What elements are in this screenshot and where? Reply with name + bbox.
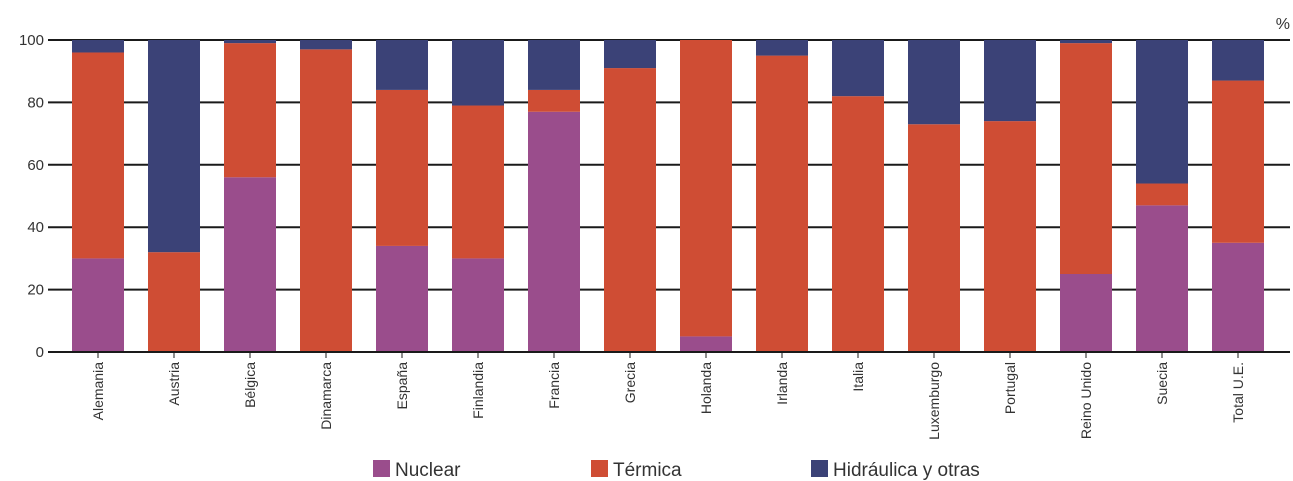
bar-segment — [528, 89, 580, 112]
bar-segment — [452, 105, 504, 259]
bar-segment — [1136, 205, 1188, 352]
x-tick-label: Suecia — [1154, 362, 1170, 405]
bar-segment — [300, 49, 352, 353]
y-tick-label: 20 — [27, 282, 44, 299]
bar-segment — [1212, 242, 1264, 352]
bar-segment — [376, 89, 428, 246]
legend-swatch — [811, 460, 828, 477]
x-tick-label: Italia — [850, 362, 866, 392]
bar-segment — [300, 40, 352, 50]
bar-segment — [604, 68, 656, 352]
legend-label: Hidráulica y otras — [833, 460, 980, 481]
bar-segment — [908, 124, 960, 353]
legend-swatch — [373, 460, 390, 477]
x-tick-label: España — [394, 362, 410, 410]
y-tick-label: 60 — [27, 157, 44, 174]
legend-item: Nuclear — [373, 460, 461, 481]
legend-item: Hidráulica y otras — [811, 460, 980, 481]
bar-segment — [1136, 40, 1188, 184]
bar-segment — [528, 40, 580, 90]
legend-label: Nuclear — [395, 460, 461, 481]
x-tick-label: Grecia — [622, 362, 638, 403]
bar-segment — [224, 43, 276, 178]
bar-segment — [148, 40, 200, 253]
bar-segment — [376, 40, 428, 90]
y-tick-label: 0 — [36, 344, 44, 361]
bar-segment — [1060, 40, 1112, 44]
bar-segment — [984, 121, 1036, 353]
y-tick-label: 80 — [27, 94, 44, 111]
x-tick-label: Reino Unido — [1078, 362, 1094, 439]
axes: 0 20 40 60 80 100 Alemania Austria Bélgica Dinama… — [19, 32, 1290, 440]
x-tick-label: Dinamarca — [318, 362, 334, 430]
x-tick-label: Irlanda — [774, 362, 790, 405]
x-tick-label: Francia — [546, 362, 562, 409]
x-tick-label: Alemania — [90, 362, 106, 421]
bar-segment — [72, 52, 124, 259]
x-tick-label: Total U.E. — [1230, 362, 1246, 423]
bar-segment — [680, 40, 732, 337]
bar-segment — [452, 258, 504, 352]
bar-segment — [1136, 183, 1188, 206]
bar-segment — [756, 40, 808, 56]
bar-segment — [224, 177, 276, 352]
bar-segment — [984, 40, 1036, 122]
bar-segment — [376, 245, 428, 352]
x-tick-label: Portugal — [1002, 362, 1018, 414]
x-tick-label: Bélgica — [242, 362, 258, 408]
unit-label: % — [1276, 16, 1290, 33]
y-tick-label: 40 — [27, 219, 44, 236]
bar-segment — [1060, 43, 1112, 275]
y-tick-label: 100 — [19, 32, 44, 49]
bar-segment — [1212, 40, 1264, 81]
bar-segment — [1212, 80, 1264, 243]
bar-segment — [528, 111, 580, 352]
bars — [72, 40, 1264, 353]
bar-segment — [224, 40, 276, 44]
x-tick-label: Holanda — [698, 362, 714, 414]
legend-swatch — [591, 460, 608, 477]
x-tick-label: Luxemburgo — [926, 362, 942, 440]
bar-segment — [72, 40, 124, 53]
legend-item: Térmica — [591, 460, 682, 481]
bar-segment — [832, 40, 884, 97]
legend-label: Térmica — [613, 460, 682, 481]
bar-segment — [604, 40, 656, 69]
x-tick-label: Finlandia — [470, 362, 486, 419]
x-tick-label: Austria — [166, 362, 182, 406]
bar-segment — [72, 258, 124, 352]
legend: Nuclear Térmica Hidráulica y otras — [373, 460, 980, 481]
bar-segment — [452, 40, 504, 106]
bar-segment — [1060, 274, 1112, 352]
bar-segment — [148, 252, 200, 352]
bar-segment — [756, 55, 808, 352]
bar-segment — [832, 96, 884, 352]
bar-segment — [680, 336, 732, 352]
bar-segment — [908, 40, 960, 125]
